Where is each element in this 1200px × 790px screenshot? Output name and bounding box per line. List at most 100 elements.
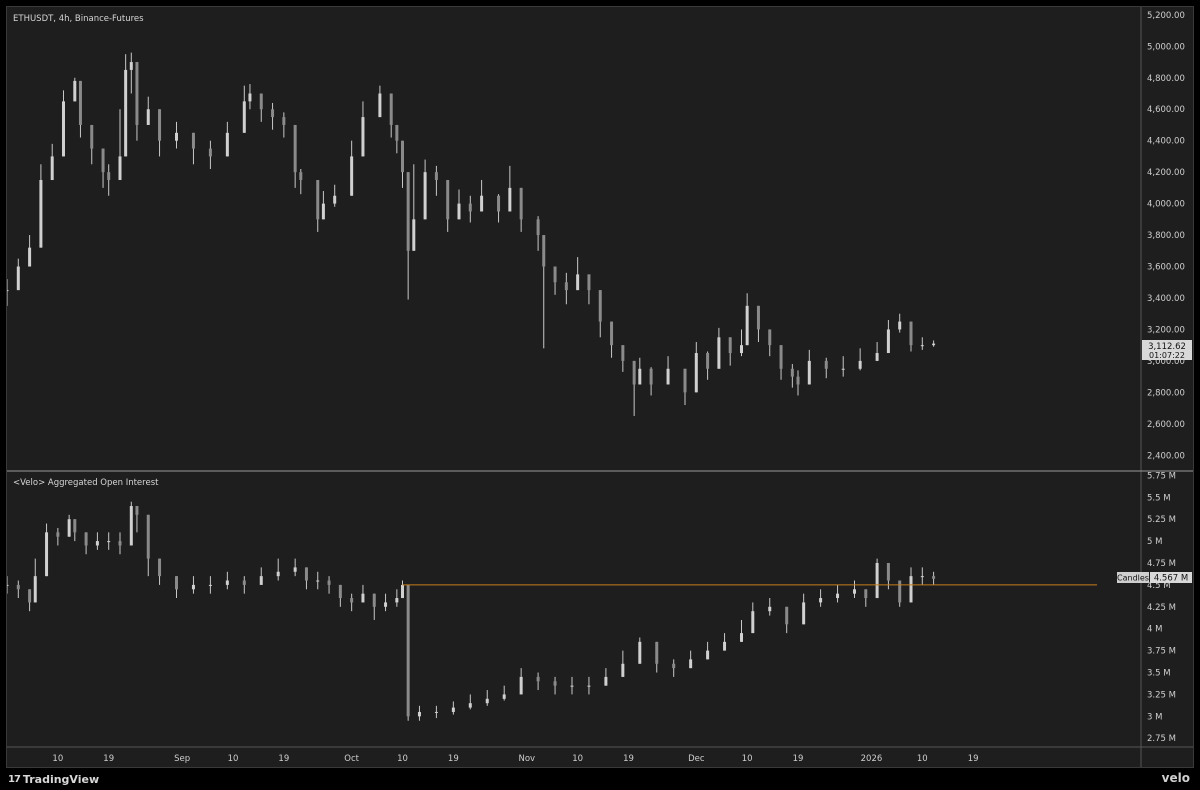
oi-candle [73,519,77,533]
velo-watermark: velo [1161,771,1190,785]
oi-candle [45,532,49,577]
oi-tick-label: 2.75 M [1147,734,1176,744]
oi-candle [208,584,212,586]
price-candle [39,180,43,248]
price-candle [434,172,438,181]
oi-tick-label: 4 M [1147,625,1162,635]
oi-candle [932,576,936,579]
oi-candle [175,576,178,590]
oi-pane-legend[interactable]: <Velo> Aggregated Open Interest [13,478,159,488]
time-tick-label: 10 [917,754,928,764]
time-tick-label: Sep [174,754,190,764]
price-candle [898,321,902,330]
series-type-tag[interactable]: Candles [1117,574,1149,583]
oi-candle [536,676,540,682]
price-candle [909,321,913,346]
last-price-label: 3,112.62 01:07:22 [1142,340,1192,360]
price-candle [271,109,275,118]
price-candle [299,172,303,181]
oi-tick-label: 5.75 M [1147,471,1176,481]
time-tick-label: Nov [519,754,536,764]
price-candle [519,187,523,220]
price-tick-label: 4,200.00 [1147,168,1185,178]
oi-candle [672,663,676,669]
price-candle [457,203,461,220]
price-candle [225,132,229,157]
last-price-value: 3,112.62 [1148,342,1186,352]
chart-panel[interactable]: 5,200.00 5,000.00 4,800.00 4,600.00 4,400.00… [5,6,1194,768]
oi-tick-label: 5.5 M [1147,493,1171,503]
oi-candle [372,593,376,607]
price-candle [423,172,427,220]
price-candle [316,180,320,220]
price-candle [508,187,512,212]
tradingview-brand: TradingView [22,772,100,786]
oi-candle [401,584,404,599]
price-tick-label: 2,400.00 [1147,451,1185,461]
oi-candle [129,506,133,546]
price-candle [745,305,749,346]
price-candle [5,290,9,292]
oi-candle [191,584,195,590]
oi-candle [751,611,755,634]
price-candle [389,93,393,125]
oi-candle [920,576,924,578]
oi-candle [689,659,693,669]
price-candle [841,368,845,370]
price-candle [638,368,642,385]
price-axis-ticks[interactable]: 5,200.00 5,000.00 4,800.00 4,600.00 4,400.00… [1147,11,1185,461]
price-candle [480,195,484,212]
price-tick-label: 5,000.00 [1147,42,1185,52]
price-tick-label: 3,200.00 [1147,325,1185,335]
tradingview-logo-icon: 17 [8,773,21,785]
oi-axis-ticks[interactable]: 5.75 M 5.5 M 5.25 M 5 M 4.75 M 4.5 M 4.25 M 4 M… [1147,471,1176,744]
price-candle [248,93,252,102]
price-candle [28,247,32,267]
tradingview-logo[interactable]: 17 TradingView [8,771,99,787]
price-tick-label: 3,600.00 [1147,263,1185,273]
price-candle [886,329,890,354]
time-tick-label: 19 [793,754,804,764]
oi-candle [56,532,60,537]
oi-candle [5,584,9,586]
time-axis-ticks[interactable]: 10 19 Sep 10 19 Oct 10 19 Nov 10 19 Dec 10 19 2026 10 19 [52,754,978,764]
time-tick-label: 10 [742,754,753,764]
price-candle [932,343,936,346]
price-tick-label: 2,600.00 [1147,420,1185,430]
oi-candle [16,584,20,590]
price-tick-label: 3,000.00 [1147,357,1185,367]
price-candle [259,93,263,110]
time-tick-label: Oct [344,754,359,764]
price-candle [717,337,721,369]
price-candle [401,140,404,173]
price-candle [807,360,811,385]
price-candle [158,109,162,141]
price-candle [50,156,54,181]
price-candle [90,124,94,149]
oi-candle [886,563,890,581]
price-candle [632,360,636,385]
oi-candle [84,532,88,546]
price-candle [756,305,760,330]
price-candle [73,80,77,102]
price-candle [920,345,924,347]
oi-candle [384,602,388,607]
oi-tick-label: 4.5 M [1147,581,1171,591]
oi-tick-label: 4.75 M [1147,559,1176,569]
oi-candle [107,541,111,543]
oi-candle [802,602,806,625]
price-candle [406,172,410,251]
oi-candle [638,641,642,664]
price-candle [553,266,557,283]
oi-candle [909,576,913,603]
price-candle [16,266,20,291]
price-and-oi-chart[interactable]: 5,200.00 5,000.00 4,800.00 4,600.00 4,400.00… [5,7,1193,767]
price-candle [564,282,568,291]
price-candle [293,124,297,173]
price-tick-label: 4,000.00 [1147,200,1185,210]
oi-candle [621,663,625,677]
price-candle [208,148,212,157]
oi-candle [293,567,297,572]
price-pane-legend[interactable]: ETHUSDT, 4h, Binance-Futures [13,14,144,24]
price-candle [728,337,732,354]
